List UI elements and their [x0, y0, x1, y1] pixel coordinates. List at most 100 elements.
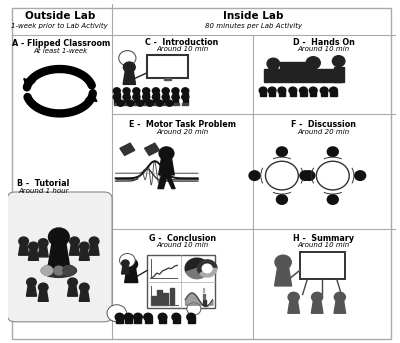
Bar — [124, 99, 129, 103]
Text: Around 1 hour: Around 1 hour — [18, 188, 68, 194]
Bar — [269, 92, 275, 96]
Circle shape — [166, 100, 173, 106]
Circle shape — [133, 88, 140, 94]
Bar — [182, 97, 188, 98]
Text: A - Flipped Classroom: A - Flipped Classroom — [12, 39, 110, 48]
Circle shape — [80, 283, 89, 292]
Bar — [163, 99, 168, 103]
Bar — [163, 294, 168, 305]
Circle shape — [113, 88, 120, 94]
Circle shape — [144, 313, 152, 321]
Text: E -  Motor Task Problem: E - Motor Task Problem — [129, 120, 236, 129]
Text: Inside Lab: Inside Lab — [223, 11, 284, 21]
Bar — [203, 294, 206, 298]
Bar — [260, 92, 266, 96]
Polygon shape — [38, 246, 48, 257]
Circle shape — [158, 313, 167, 321]
Bar — [182, 103, 188, 105]
Bar — [125, 317, 132, 323]
Circle shape — [133, 94, 140, 100]
Text: 1-week prior to Lab Activity: 1-week prior to Lab Activity — [12, 23, 108, 29]
Circle shape — [332, 56, 345, 67]
Circle shape — [249, 171, 260, 180]
Bar — [153, 99, 159, 103]
Text: F -  Discussion: F - Discussion — [292, 120, 356, 129]
Circle shape — [276, 195, 287, 204]
Polygon shape — [274, 267, 292, 286]
Circle shape — [89, 237, 99, 245]
Polygon shape — [120, 143, 135, 155]
Polygon shape — [158, 175, 167, 189]
Circle shape — [300, 87, 307, 94]
Bar — [147, 255, 215, 308]
Circle shape — [355, 171, 366, 180]
Wedge shape — [200, 269, 217, 277]
Circle shape — [330, 87, 338, 94]
Bar — [159, 317, 166, 323]
Polygon shape — [79, 249, 89, 260]
Circle shape — [19, 237, 28, 245]
Circle shape — [54, 266, 64, 275]
Circle shape — [68, 278, 77, 286]
Circle shape — [137, 100, 144, 106]
Circle shape — [143, 88, 150, 94]
Bar — [134, 99, 139, 103]
Circle shape — [309, 87, 317, 94]
Bar — [143, 97, 149, 98]
Circle shape — [187, 313, 196, 321]
Circle shape — [182, 94, 189, 100]
Text: C -  Introduction: C - Introduction — [146, 38, 219, 47]
Bar — [134, 317, 142, 323]
Bar — [143, 99, 149, 103]
Bar — [300, 92, 306, 96]
Bar — [188, 317, 195, 323]
Text: Around 20 min: Around 20 min — [298, 129, 350, 134]
Bar — [114, 97, 120, 98]
Text: D -  Hands On: D - Hands On — [293, 38, 355, 47]
Polygon shape — [26, 285, 36, 296]
Circle shape — [119, 50, 136, 66]
Bar — [153, 97, 159, 98]
Bar — [114, 103, 120, 105]
Polygon shape — [48, 243, 70, 267]
Bar — [163, 93, 168, 97]
Circle shape — [172, 94, 179, 100]
Text: 80 minutes per Lab Activity: 80 minutes per Lab Activity — [205, 23, 302, 29]
Circle shape — [162, 88, 169, 94]
Circle shape — [182, 88, 189, 94]
Bar — [290, 92, 296, 96]
Circle shape — [275, 255, 291, 269]
Circle shape — [27, 278, 36, 286]
Bar — [300, 252, 344, 279]
Bar — [330, 92, 337, 96]
Circle shape — [117, 100, 124, 106]
Text: Around 10 min: Around 10 min — [298, 242, 350, 248]
Circle shape — [125, 259, 138, 270]
Circle shape — [289, 87, 297, 94]
Circle shape — [134, 313, 142, 321]
Polygon shape — [267, 67, 280, 82]
Polygon shape — [334, 67, 344, 82]
Bar — [164, 78, 171, 80]
Circle shape — [120, 253, 135, 267]
FancyBboxPatch shape — [7, 192, 112, 322]
Circle shape — [156, 100, 163, 106]
Circle shape — [113, 94, 120, 100]
Bar — [170, 288, 174, 305]
Wedge shape — [185, 258, 209, 272]
Bar — [153, 103, 159, 105]
Polygon shape — [89, 244, 99, 255]
Circle shape — [162, 94, 169, 100]
Circle shape — [202, 264, 212, 273]
Bar — [182, 99, 188, 103]
Ellipse shape — [41, 264, 76, 277]
Bar — [151, 296, 156, 305]
Bar — [124, 97, 130, 98]
Text: Around 20 min: Around 20 min — [156, 129, 208, 134]
Circle shape — [123, 62, 135, 72]
Polygon shape — [38, 290, 48, 301]
Bar — [114, 93, 120, 97]
Circle shape — [115, 313, 124, 321]
Bar — [162, 103, 169, 105]
Bar — [203, 300, 206, 305]
